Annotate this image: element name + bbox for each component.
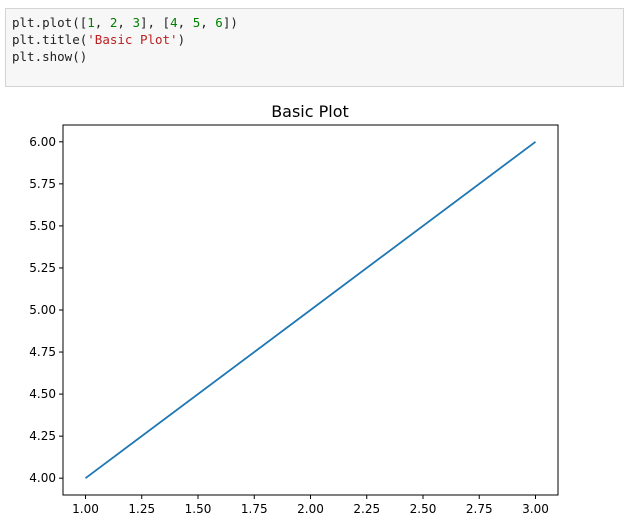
x-tick-label: 3.00 — [522, 502, 549, 516]
code-text: , — [200, 15, 216, 30]
x-tick-label: 2.00 — [297, 502, 324, 516]
x-tick-label: 1.50 — [185, 502, 212, 516]
y-axis: 4.00 4.25 4.50 4.75 5.00 5.25 5.50 5.75 6.00 — [29, 135, 63, 485]
chart: Basic Plot 1.00 1.25 1.50 1.75 2.00 2.25 2.50 2… — [29, 102, 559, 516]
x-tick-label: 1.00 — [72, 502, 99, 516]
x-tick-label: 1.75 — [241, 502, 268, 516]
y-tick-label: 5.00 — [29, 303, 56, 317]
code-text: ]) — [222, 15, 238, 30]
code-cell[interactable]: plt.plot([1, 2, 3], [4, 5, 6]) plt.title… — [5, 8, 624, 87]
x-tick-label: 1.25 — [128, 502, 155, 516]
code-number: 5 — [192, 15, 201, 30]
y-tick-label: 4.25 — [29, 429, 56, 443]
code-text: plt.plot([ — [12, 15, 88, 30]
y-tick-label: 4.75 — [29, 345, 56, 359]
code-text: ) — [177, 32, 186, 47]
code-number: 3 — [132, 15, 140, 30]
code-line: plt.show() — [12, 48, 617, 65]
code-number: 1 — [87, 15, 95, 30]
code-number: 6 — [215, 15, 223, 30]
code-text: , — [94, 15, 110, 30]
code-line: plt.title('Basic Plot') — [12, 31, 617, 48]
x-axis: 1.00 1.25 1.50 1.75 2.00 2.25 2.50 2.75 3.00 — [72, 495, 549, 516]
code-text: , — [177, 15, 193, 30]
code-text: plt.show() — [12, 49, 88, 64]
plot-lines — [84, 141, 537, 479]
x-tick-label: 2.50 — [410, 502, 437, 516]
code-text: plt.title( — [12, 32, 88, 47]
y-tick-label: 5.50 — [29, 219, 56, 233]
code-string: 'Basic Plot' — [87, 32, 178, 47]
code-text: , — [117, 15, 133, 30]
code-line: plt.plot([1, 2, 3], [4, 5, 6]) — [12, 14, 617, 31]
code-number: 2 — [109, 15, 118, 30]
x-tick-label: 2.25 — [353, 502, 380, 516]
code-text: ], [ — [139, 15, 171, 30]
y-tick-label: 4.50 — [29, 387, 56, 401]
y-tick-label: 6.00 — [29, 135, 56, 149]
code-number: 4 — [170, 15, 178, 30]
x-tick-label: 2.75 — [466, 502, 493, 516]
y-tick-label: 5.75 — [29, 177, 56, 191]
y-tick-label: 4.00 — [29, 471, 56, 485]
chart-title: Basic Plot — [271, 102, 349, 121]
y-tick-label: 5.25 — [29, 261, 56, 275]
